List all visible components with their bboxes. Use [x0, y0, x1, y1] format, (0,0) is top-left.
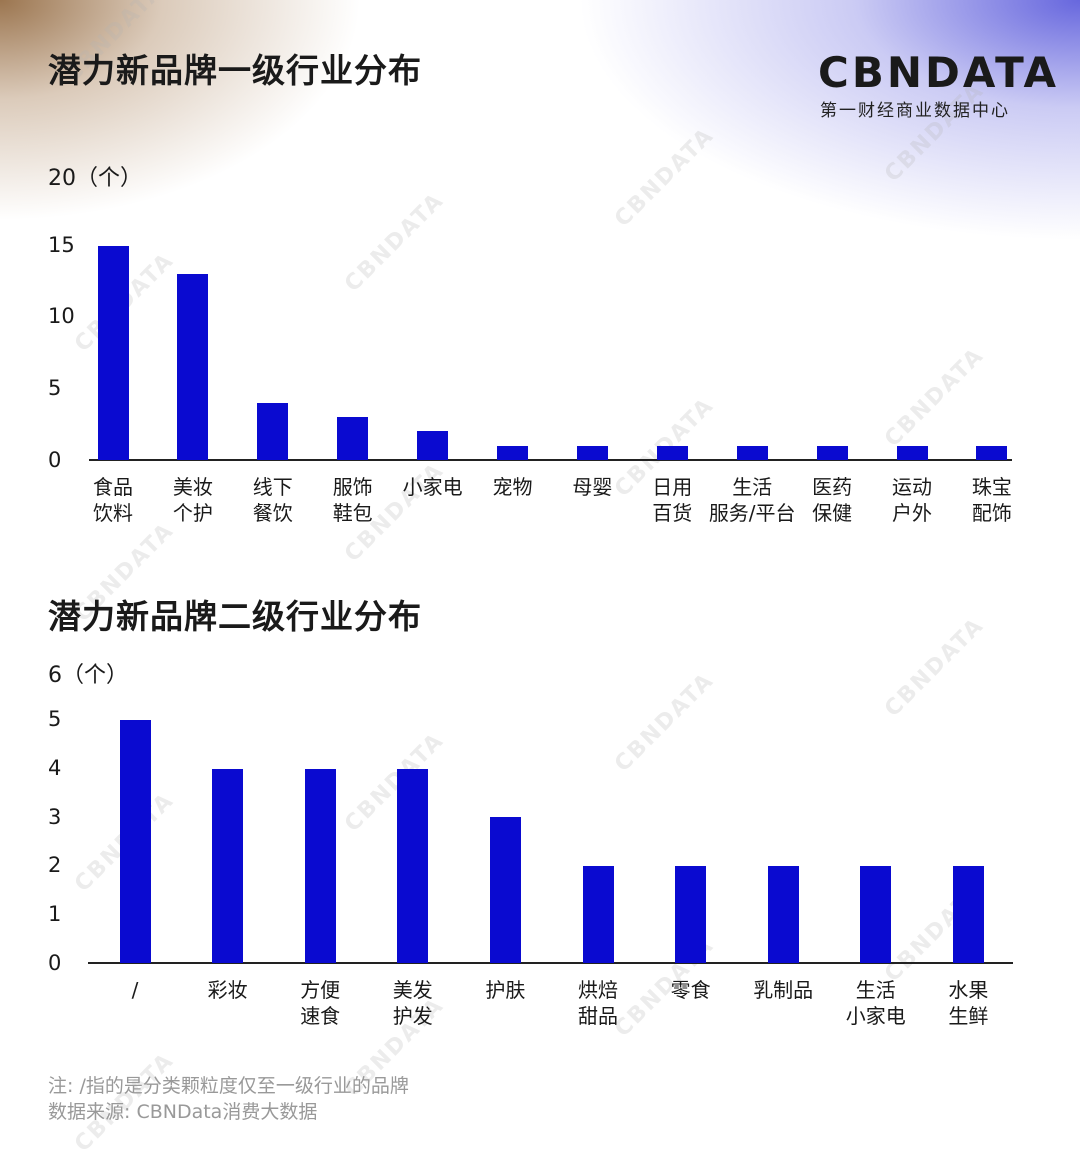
- bar: [675, 865, 707, 963]
- bar: [656, 445, 688, 460]
- bar: [736, 445, 768, 460]
- chart2-ytick: 0: [48, 951, 62, 975]
- x-axis-label: 宠物: [492, 475, 533, 499]
- x-axis-label: 母婴: [572, 475, 613, 499]
- bar: [489, 817, 521, 963]
- x-axis-label: 水果 生鲜: [948, 978, 989, 1028]
- bar: [212, 768, 244, 963]
- x-axis-label: 美发 护发: [392, 978, 433, 1028]
- chart2-ytick: 4: [48, 756, 62, 780]
- x-axis-label: 零食: [670, 978, 711, 1002]
- chart1-x-axis: [89, 459, 1012, 461]
- x-axis-label: 医药 保健: [812, 475, 853, 525]
- chart2-ytick: 1: [48, 902, 62, 926]
- x-axis-label: 珠宝 配饰: [971, 475, 1012, 525]
- chart1-ytick: 15: [48, 233, 75, 257]
- x-axis-label: 食品 饮料: [93, 475, 133, 525]
- bar: [417, 431, 449, 460]
- chart2-title: 潜力新品牌二级行业分布: [48, 597, 422, 636]
- x-axis-label: 乳制品: [753, 978, 814, 1002]
- bar: [257, 402, 289, 460]
- x-axis-label: 日用 百货: [652, 475, 693, 525]
- x-axis-label: 运动 户外: [892, 475, 932, 525]
- x-axis-label: 护肤: [485, 978, 526, 1002]
- bar: [304, 768, 336, 963]
- x-axis-label: /: [131, 978, 139, 1002]
- bar: [177, 274, 209, 460]
- chart2-ytick: 3: [48, 805, 62, 829]
- chart1-ytick: 5: [48, 376, 62, 400]
- bar: [337, 417, 369, 460]
- x-axis-label: 生活 服务/平台: [708, 475, 796, 525]
- bar: [976, 445, 1008, 460]
- x-axis-label: 线下 餐饮: [252, 475, 293, 525]
- x-axis-label: 彩妆: [207, 978, 248, 1002]
- chart2-x-axis: [88, 962, 1013, 964]
- x-axis-label: 服饰 鞋包: [332, 475, 373, 525]
- chart1-title: 潜力新品牌一级行业分布: [48, 51, 422, 90]
- x-axis-label: 烘焙 甜品: [578, 978, 618, 1028]
- chart1-ytick: 0: [48, 448, 62, 472]
- data-source: 数据来源: CBNData消费大数据: [48, 1101, 318, 1123]
- chart2-ytick: 5: [48, 707, 62, 731]
- brand-subtitle: 第一财经商业数据中心: [820, 101, 1010, 121]
- bar: [860, 865, 892, 963]
- bar: [119, 720, 151, 963]
- footnote: 注: /指的是分类颗粒度仅至一级行业的品牌: [48, 1075, 409, 1097]
- x-axis-label: 生活 小家电: [845, 978, 906, 1028]
- bar: [497, 445, 528, 460]
- bar: [767, 865, 799, 963]
- bar: [952, 865, 984, 963]
- chart1-ytick: 10: [48, 304, 75, 328]
- x-axis-label: 美妆 个护: [172, 475, 213, 525]
- bar: [582, 865, 614, 963]
- x-axis-label: 方便 速食: [300, 978, 341, 1028]
- bar: [816, 445, 848, 460]
- chart2-ytick: 2: [48, 853, 62, 877]
- chart1-unit-label: 20（个）: [48, 166, 142, 191]
- bar: [397, 768, 429, 963]
- bar: [576, 445, 608, 460]
- bar: [896, 445, 928, 460]
- chart2-unit-label: 6（个）: [48, 663, 128, 688]
- brand-logo: CBNDATA: [818, 48, 1059, 97]
- bar: [97, 245, 129, 460]
- x-axis-label: 小家电: [402, 475, 463, 499]
